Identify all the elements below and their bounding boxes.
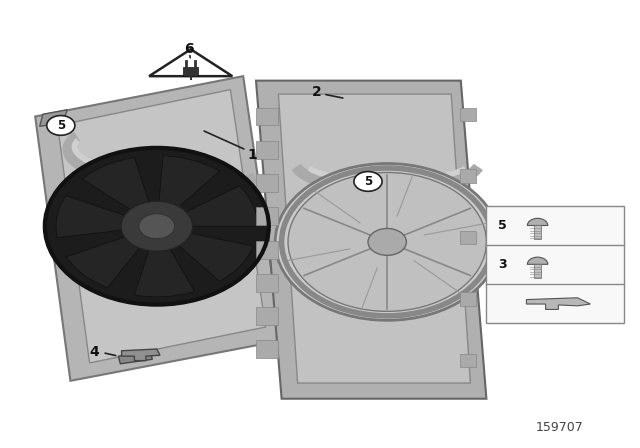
Bar	[460, 231, 476, 244]
Bar	[534, 225, 541, 239]
Wedge shape	[167, 229, 253, 281]
Wedge shape	[527, 218, 548, 225]
Circle shape	[275, 164, 499, 320]
Text: 2: 2	[312, 85, 322, 99]
Polygon shape	[526, 298, 591, 310]
Polygon shape	[58, 90, 266, 363]
Wedge shape	[171, 186, 257, 226]
Wedge shape	[158, 156, 220, 217]
Bar	[256, 307, 278, 325]
Wedge shape	[56, 196, 141, 237]
Bar	[256, 108, 278, 125]
Wedge shape	[527, 257, 548, 264]
Bar	[534, 264, 541, 278]
Polygon shape	[40, 110, 67, 126]
Wedge shape	[82, 157, 153, 218]
Bar	[256, 207, 278, 225]
Text: 5: 5	[364, 175, 372, 188]
Circle shape	[45, 148, 269, 305]
Bar	[486, 206, 624, 323]
Text: 159707: 159707	[536, 421, 584, 435]
Text: 6: 6	[184, 42, 194, 56]
Wedge shape	[66, 231, 148, 288]
Circle shape	[47, 116, 75, 135]
Bar	[256, 340, 278, 358]
Text: 5: 5	[57, 119, 65, 132]
Bar	[460, 108, 476, 121]
Bar	[460, 293, 476, 306]
Text: 3: 3	[498, 258, 506, 271]
Bar	[460, 169, 476, 183]
Wedge shape	[134, 237, 195, 297]
Bar	[460, 354, 476, 367]
Polygon shape	[35, 76, 282, 381]
Bar	[256, 141, 278, 159]
Circle shape	[121, 201, 193, 251]
Text: 1: 1	[248, 147, 258, 162]
Text: 5: 5	[498, 219, 507, 232]
Bar	[256, 274, 278, 292]
Circle shape	[288, 172, 486, 311]
Circle shape	[368, 228, 406, 255]
Polygon shape	[118, 352, 152, 364]
Circle shape	[354, 172, 382, 191]
Polygon shape	[122, 349, 160, 361]
Polygon shape	[256, 81, 486, 399]
Circle shape	[139, 214, 175, 239]
Bar	[256, 174, 278, 192]
Bar	[183, 67, 198, 76]
Polygon shape	[149, 49, 232, 76]
Polygon shape	[278, 94, 470, 383]
Bar	[256, 241, 278, 258]
Text: 4: 4	[90, 345, 100, 359]
